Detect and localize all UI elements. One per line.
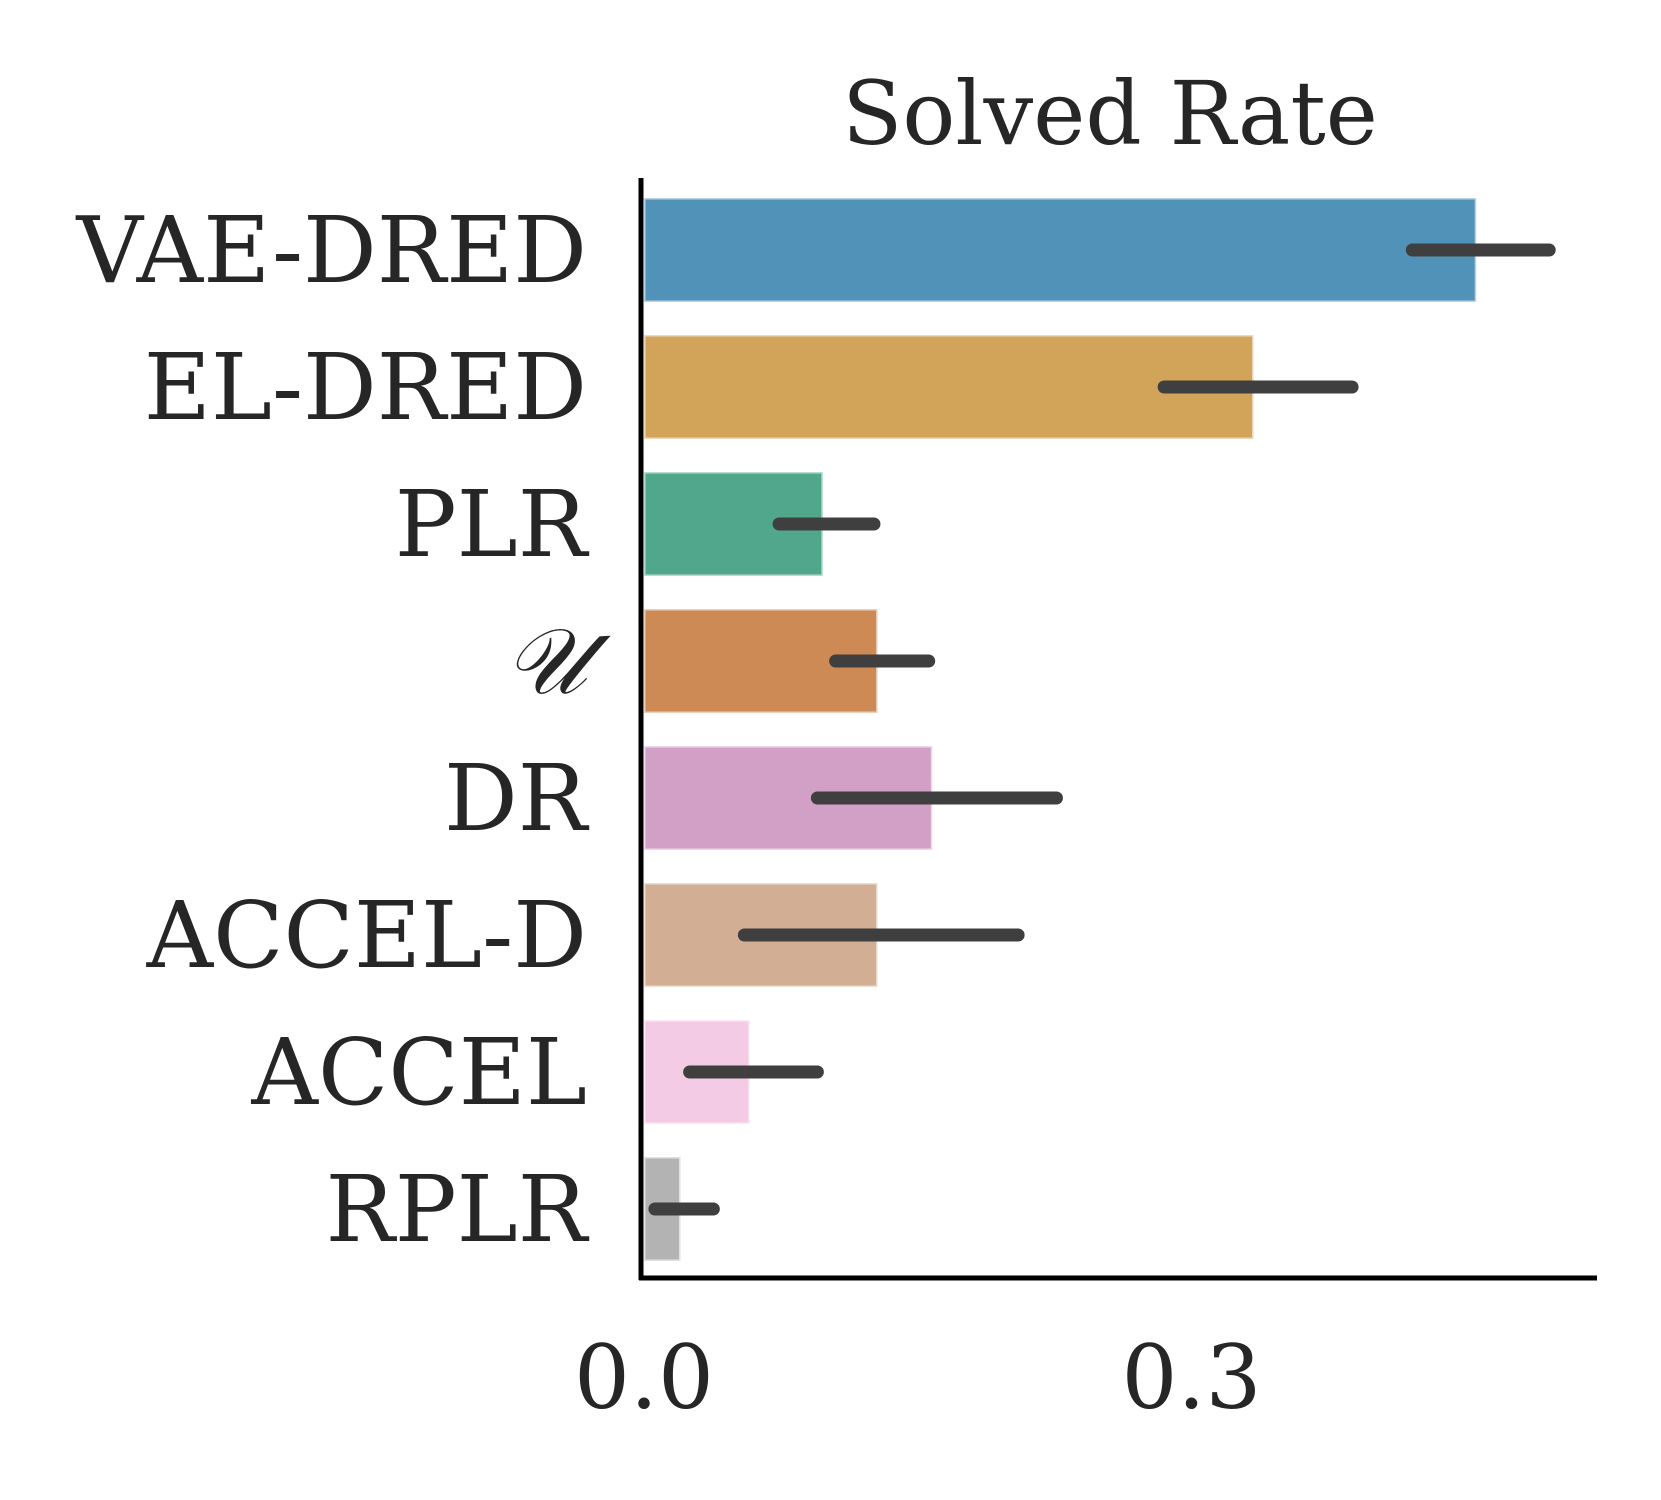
category-label-0: VAE-DRED (75, 197, 587, 304)
category-label-1: EL-DRED (144, 334, 587, 441)
x-tick-label-1: 0.3 (1122, 1326, 1262, 1429)
x-tick-label-0: 0.0 (574, 1326, 714, 1429)
bar-1 (642, 333, 1256, 441)
category-label-3: 𝒰 (504, 608, 611, 715)
category-label-5: ACCEL-D (146, 882, 587, 989)
category-labels-layer: VAE-DRED EL-DRED PLR 𝒰 DR ACCEL-D ACCEL RPLR (75, 197, 611, 1263)
bar-0 (642, 196, 1478, 304)
category-label-4: DR (444, 745, 590, 852)
x-tick-labels-layer: 0.0 0.3 (574, 1326, 1261, 1429)
category-label-6: ACCEL (251, 1019, 587, 1126)
category-label-7: RPLR (325, 1156, 589, 1263)
bars-layer (642, 196, 1478, 1263)
error-bars-layer (648, 243, 1556, 1216)
chart-title: Solved Rate (842, 62, 1378, 165)
category-label-2: PLR (395, 471, 590, 578)
